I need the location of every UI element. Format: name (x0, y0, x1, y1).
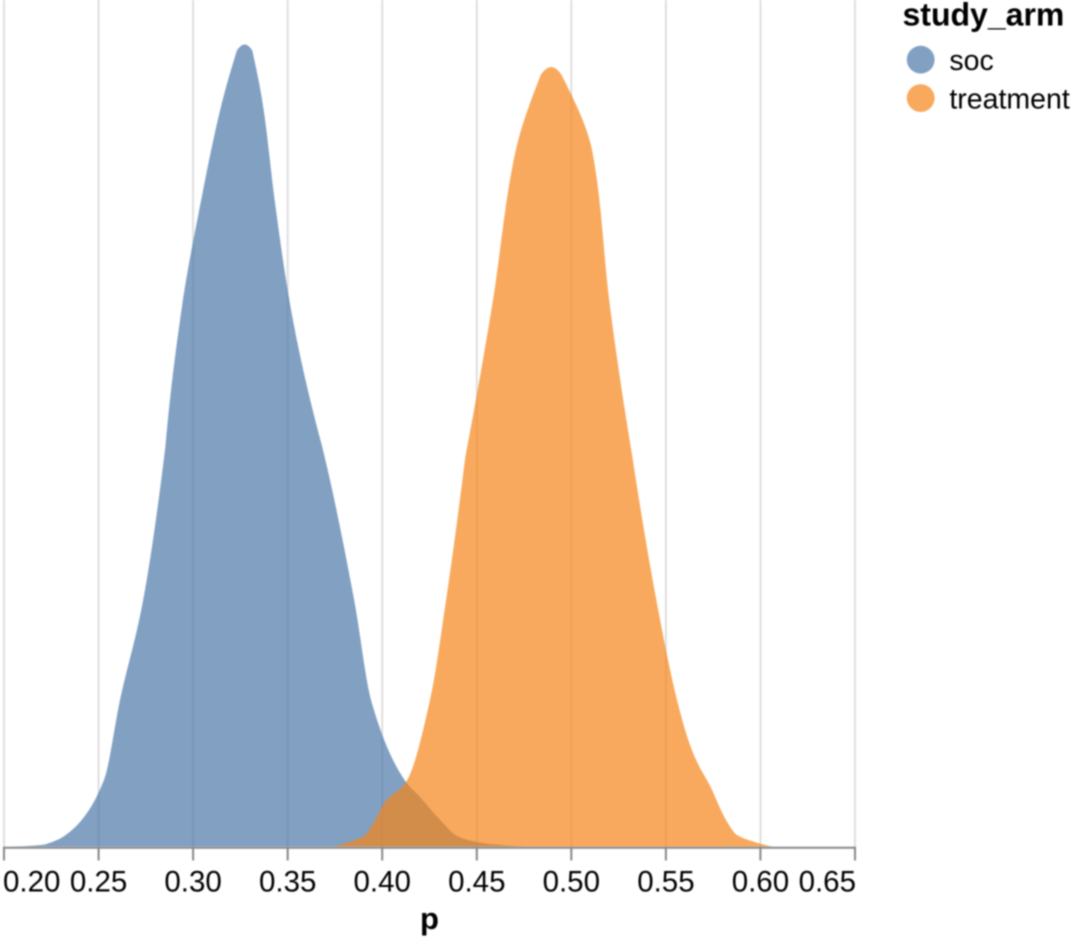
svg-text:study_arm: study_arm (903, 0, 1065, 33)
svg-text:soc: soc (949, 45, 993, 77)
svg-text:0.50: 0.50 (543, 866, 600, 899)
svg-text:0.65: 0.65 (799, 866, 856, 899)
svg-text:0.35: 0.35 (259, 866, 316, 899)
svg-text:0.55: 0.55 (637, 866, 694, 899)
svg-text:p: p (420, 901, 439, 936)
svg-text:treatment: treatment (949, 83, 1069, 115)
svg-text:0.20: 0.20 (3, 866, 60, 899)
svg-text:0.30: 0.30 (164, 866, 221, 899)
svg-text:0.45: 0.45 (448, 866, 505, 899)
svg-text:0.60: 0.60 (732, 866, 789, 899)
svg-text:0.25: 0.25 (70, 866, 127, 899)
svg-text:0.40: 0.40 (353, 866, 410, 899)
